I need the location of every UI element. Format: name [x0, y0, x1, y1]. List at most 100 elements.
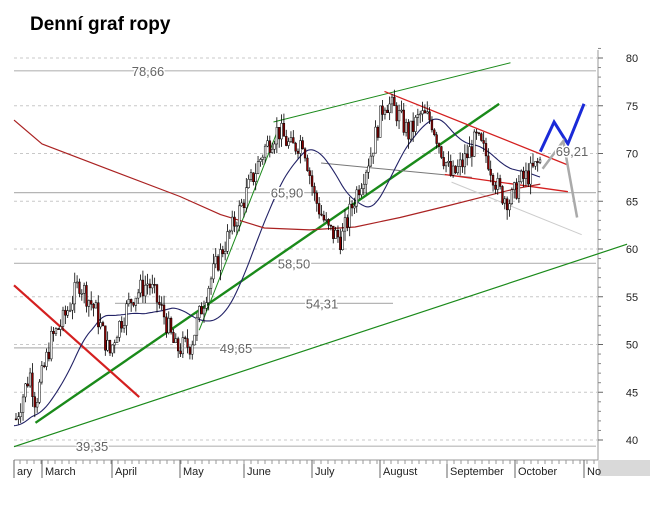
candle-up [73, 282, 76, 305]
candle-down [381, 105, 384, 115]
candle-down [97, 302, 100, 328]
candle-up [94, 302, 98, 309]
candle-down [515, 182, 518, 199]
candle-down [188, 347, 192, 355]
candle-up [235, 225, 239, 228]
candle-down [162, 304, 166, 318]
candle-up [193, 334, 196, 346]
level-label: 49,65 [220, 341, 253, 356]
candle-up [38, 381, 41, 403]
candle-up [390, 96, 394, 105]
candle-up [263, 145, 267, 158]
candle-down [522, 170, 525, 179]
x-tick-label: June [247, 466, 271, 478]
candle-up [444, 162, 448, 167]
candle-down [435, 134, 438, 144]
level-label: 39,35 [76, 439, 109, 454]
level-labels: 78,66 65,90 58,50 54,31 49,65 39,35 69,21 [74, 62, 590, 455]
grid-lines [14, 57, 598, 441]
trend-lines [13, 62, 628, 448]
candle-up [451, 165, 455, 176]
candle-up [275, 127, 279, 145]
candle-up [28, 372, 32, 387]
candle-down [78, 281, 81, 294]
candle-down [433, 129, 436, 136]
y-axis-ticks: 40 45 50 55 60 65 70 75 80 [598, 47, 638, 447]
candle-up [106, 340, 109, 351]
candle-up [195, 317, 199, 336]
candle-up [362, 183, 365, 189]
candle-down [130, 299, 133, 303]
candle-up [513, 182, 516, 191]
candle-up [468, 146, 471, 159]
candle-down [318, 203, 321, 215]
candle-up [50, 330, 53, 360]
candle-up [247, 179, 250, 188]
candle-down [357, 189, 361, 196]
y-tick-label: 80 [626, 53, 638, 65]
candle-down [470, 146, 474, 157]
candle-up [538, 159, 542, 163]
x-tick-label: July [315, 466, 335, 478]
candle-down [47, 351, 51, 360]
candle-up [68, 309, 72, 312]
forecast-arrows [538, 103, 586, 218]
candle-down [308, 170, 311, 176]
candle-down [278, 127, 281, 140]
candle-up [245, 187, 248, 208]
candle-up [447, 161, 450, 163]
candle-up [299, 140, 302, 154]
candle-up [207, 288, 210, 303]
candle-down [216, 256, 220, 271]
candle-up [348, 203, 351, 228]
candle-down [412, 120, 415, 132]
candle-up [214, 256, 217, 265]
candle-down [480, 133, 483, 141]
candle-down [315, 192, 318, 204]
candle-up [17, 416, 20, 420]
downtrend-line [13, 284, 140, 398]
candle-down [466, 153, 469, 159]
candle-down [221, 249, 224, 255]
candle-down [242, 202, 246, 208]
candle-up [209, 278, 213, 289]
candle-up [397, 110, 401, 122]
candle-up [459, 159, 462, 167]
candle-down [536, 161, 539, 163]
candle-up [36, 402, 39, 408]
candle-up [334, 229, 337, 239]
upper-channel-line [273, 62, 511, 123]
candle-up [341, 230, 344, 250]
candle-up [127, 299, 130, 305]
triangle-resistance-line [384, 90, 569, 166]
candle-down [148, 283, 152, 289]
candle-down [57, 328, 60, 330]
candle-down [484, 143, 488, 157]
candle-up [202, 308, 206, 315]
candle-down [233, 216, 236, 227]
candle-up [419, 113, 422, 116]
candle-down [169, 317, 173, 333]
candle-up [503, 198, 506, 204]
candle-up [19, 412, 22, 417]
candle-down [153, 284, 156, 286]
candle-up [122, 325, 126, 329]
candle-up [146, 283, 149, 286]
candle-up [254, 173, 257, 183]
candle-up [416, 114, 420, 118]
candle-down [506, 198, 509, 211]
x-tick-label: ary [17, 466, 33, 478]
candle-up [99, 322, 102, 328]
candle-down [43, 365, 46, 367]
candle-down [477, 132, 481, 135]
candle-down [531, 162, 535, 167]
candle-up [256, 161, 260, 174]
candle-up [271, 148, 274, 153]
candle-down [90, 300, 93, 305]
candle-up [111, 344, 114, 354]
candle-up [212, 263, 215, 280]
candle-up [83, 285, 86, 294]
candle-up [228, 230, 231, 233]
candle-down [184, 337, 187, 339]
